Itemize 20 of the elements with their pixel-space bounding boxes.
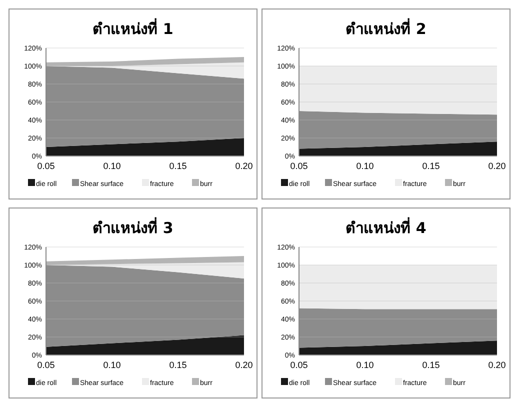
x-tick-label: 0.20: [488, 360, 506, 370]
x-tick-label: 0.10: [103, 360, 121, 370]
x-tick-label: 0.10: [356, 161, 374, 171]
x-tick-label: 0.10: [103, 161, 121, 171]
x-tick-label: 0.20: [235, 360, 253, 370]
x-tick-label: 0.05: [290, 161, 308, 171]
chart-title: ตำแหน่งที่ 3: [92, 217, 174, 237]
x-tick-label: 0.10: [356, 360, 374, 370]
x-tick-label: 0.20: [235, 161, 253, 171]
x-tick-label: 0.05: [37, 360, 55, 370]
x-tick-label: 0.20: [488, 161, 506, 171]
x-tick-label: 0.05: [37, 161, 55, 171]
x-tick-label: 0.15: [422, 161, 440, 171]
x-tick-label: 0.15: [169, 360, 187, 370]
chart-title: ตำแหน่งที่ 2: [346, 18, 426, 38]
x-tick-label: 0.15: [169, 161, 187, 171]
x-tick-label: 0.15: [422, 360, 440, 370]
chart-title: ตำแหน่งที่ 1: [92, 18, 174, 38]
x-tick-label: 0.05: [290, 360, 308, 370]
chart-title: ตำแหน่งที่ 4: [346, 217, 426, 237]
